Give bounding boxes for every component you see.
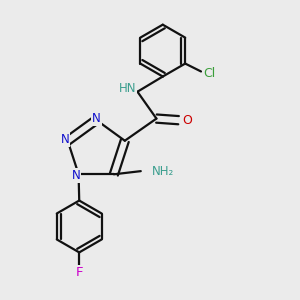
Text: N: N [92, 112, 100, 125]
Text: O: O [182, 114, 192, 127]
Text: N: N [61, 133, 70, 146]
Text: NH₂: NH₂ [152, 165, 174, 178]
Text: F: F [76, 266, 83, 280]
Text: HN: HN [118, 82, 136, 95]
Text: N: N [72, 169, 80, 182]
Text: Cl: Cl [203, 67, 215, 80]
